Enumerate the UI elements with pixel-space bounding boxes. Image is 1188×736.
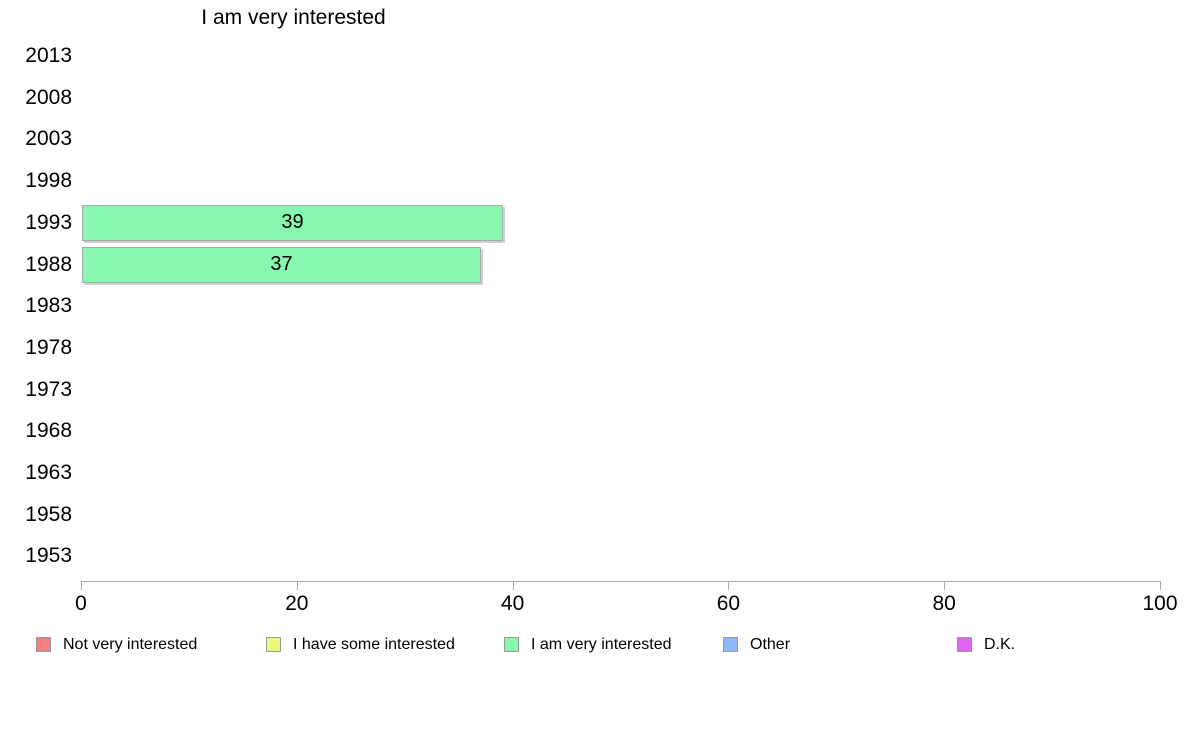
x-axis-line [81, 581, 1160, 582]
legend-label: D.K. [984, 635, 1016, 653]
y-axis-label: 1978 [25, 335, 72, 359]
y-axis-label: 1958 [25, 502, 72, 526]
x-tick-label: 40 [500, 592, 525, 615]
legend-label: Other [750, 635, 791, 653]
x-axis-tick [81, 581, 82, 590]
bar-1988: 37 [82, 246, 481, 283]
y-axis-label: 1963 [25, 461, 72, 484]
chart-title: I am very interested [201, 6, 386, 29]
legend-swatch [266, 637, 281, 652]
legend-label: I have some interested [293, 635, 455, 653]
legend-item: I have some interested [266, 636, 455, 653]
legend-swatch [504, 637, 519, 652]
legend-label: I am very interested [531, 635, 672, 653]
x-axis-tick [944, 581, 946, 590]
x-axis-tick [728, 581, 730, 590]
x-tick-label: 60 [716, 592, 741, 615]
x-tick-label: 0 [75, 592, 87, 615]
y-axis-label: 1968 [25, 419, 72, 443]
y-axis-label: 1998 [25, 169, 72, 193]
y-axis-label: 1973 [25, 377, 72, 401]
y-axis-label: 2013 [25, 44, 72, 67]
y-axis-label: 1953 [25, 544, 72, 568]
x-tick-label: 100 [1142, 592, 1178, 615]
y-axis-label: 1993 [25, 210, 72, 234]
bar-value-label: 39 [281, 211, 304, 234]
bar-value-label: 37 [270, 253, 293, 275]
x-axis-tick [296, 581, 298, 590]
x-tick-label: 20 [285, 592, 309, 615]
legend-item: Other [723, 636, 790, 653]
bar-1993: 39 [82, 204, 503, 241]
y-axis-label: 1988 [25, 252, 72, 276]
legend-label: Not very interested [63, 635, 198, 653]
y-axis-label: 2003 [25, 127, 72, 151]
legend-item: D.K. [957, 636, 1015, 653]
legend-swatch [957, 637, 972, 652]
legend-item: Not very interested [36, 636, 197, 653]
legend-item: I am very interested [504, 636, 672, 653]
x-axis-tick [1160, 581, 1161, 590]
x-tick-label: 80 [932, 592, 956, 615]
legend-swatch [723, 637, 738, 652]
x-axis-tick [512, 581, 514, 590]
y-axis-label: 1983 [25, 294, 72, 318]
legend-swatch [36, 637, 51, 652]
y-axis-label: 2008 [25, 85, 72, 109]
